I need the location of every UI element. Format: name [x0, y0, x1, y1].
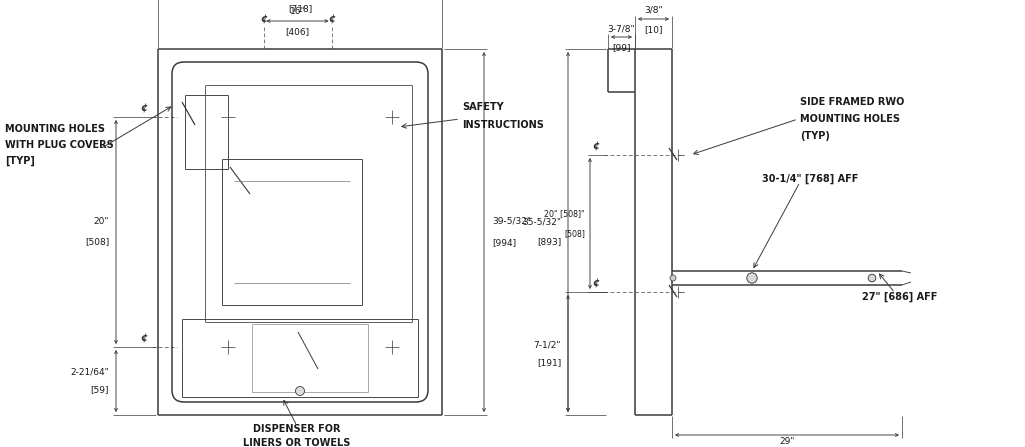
Text: (TYP): (TYP) — [800, 131, 830, 141]
Text: [893]: [893] — [537, 237, 561, 246]
Text: [TYP]: [TYP] — [5, 156, 35, 166]
Text: DISPENSER FOR: DISPENSER FOR — [253, 425, 340, 434]
Text: ¢: ¢ — [260, 15, 268, 25]
Text: 3/8": 3/8" — [644, 5, 663, 14]
Text: [718]: [718] — [288, 4, 313, 13]
Text: 20": 20" — [93, 218, 109, 227]
Text: 27" [686] AFF: 27" [686] AFF — [862, 292, 938, 302]
Text: INSTRUCTIONS: INSTRUCTIONS — [462, 120, 544, 130]
Text: ¢: ¢ — [140, 333, 148, 343]
Text: ¢: ¢ — [140, 104, 148, 114]
Text: 30-1/4" [768] AFF: 30-1/4" [768] AFF — [762, 174, 858, 184]
Text: 39-5/32": 39-5/32" — [492, 216, 531, 225]
Text: 3-7/8": 3-7/8" — [608, 25, 636, 34]
Text: SAFETY: SAFETY — [462, 102, 503, 112]
Circle shape — [295, 387, 304, 396]
Text: MOUNTING HOLES: MOUNTING HOLES — [5, 124, 105, 134]
Text: ¢: ¢ — [592, 142, 600, 152]
Text: 2-21/64": 2-21/64" — [71, 367, 109, 376]
Text: [508]: [508] — [564, 229, 585, 238]
Text: 20" [508]": 20" [508]" — [544, 209, 585, 218]
Circle shape — [868, 274, 875, 282]
Text: ¢: ¢ — [328, 15, 335, 25]
Text: [59]: [59] — [90, 385, 109, 395]
Text: [406]: [406] — [285, 28, 310, 37]
Text: [99]: [99] — [612, 43, 630, 52]
Text: 35-5/32": 35-5/32" — [522, 218, 561, 227]
Text: 29": 29" — [779, 438, 794, 447]
Circle shape — [670, 275, 676, 281]
Text: LINERS OR TOWELS: LINERS OR TOWELS — [243, 438, 351, 447]
Text: [508]: [508] — [85, 237, 109, 246]
Text: 16": 16" — [290, 8, 305, 17]
Text: MOUNTING HOLES: MOUNTING HOLES — [800, 114, 900, 124]
Text: [191]: [191] — [537, 358, 561, 367]
Text: SIDE FRAMED RWO: SIDE FRAMED RWO — [800, 97, 904, 107]
Text: WITH PLUG COVERS: WITH PLUG COVERS — [5, 140, 114, 150]
Text: [994]: [994] — [492, 239, 517, 248]
Text: [10]: [10] — [645, 25, 663, 34]
Text: 7-1/2": 7-1/2" — [533, 340, 561, 349]
Circle shape — [747, 273, 757, 283]
Text: ¢: ¢ — [592, 278, 600, 288]
